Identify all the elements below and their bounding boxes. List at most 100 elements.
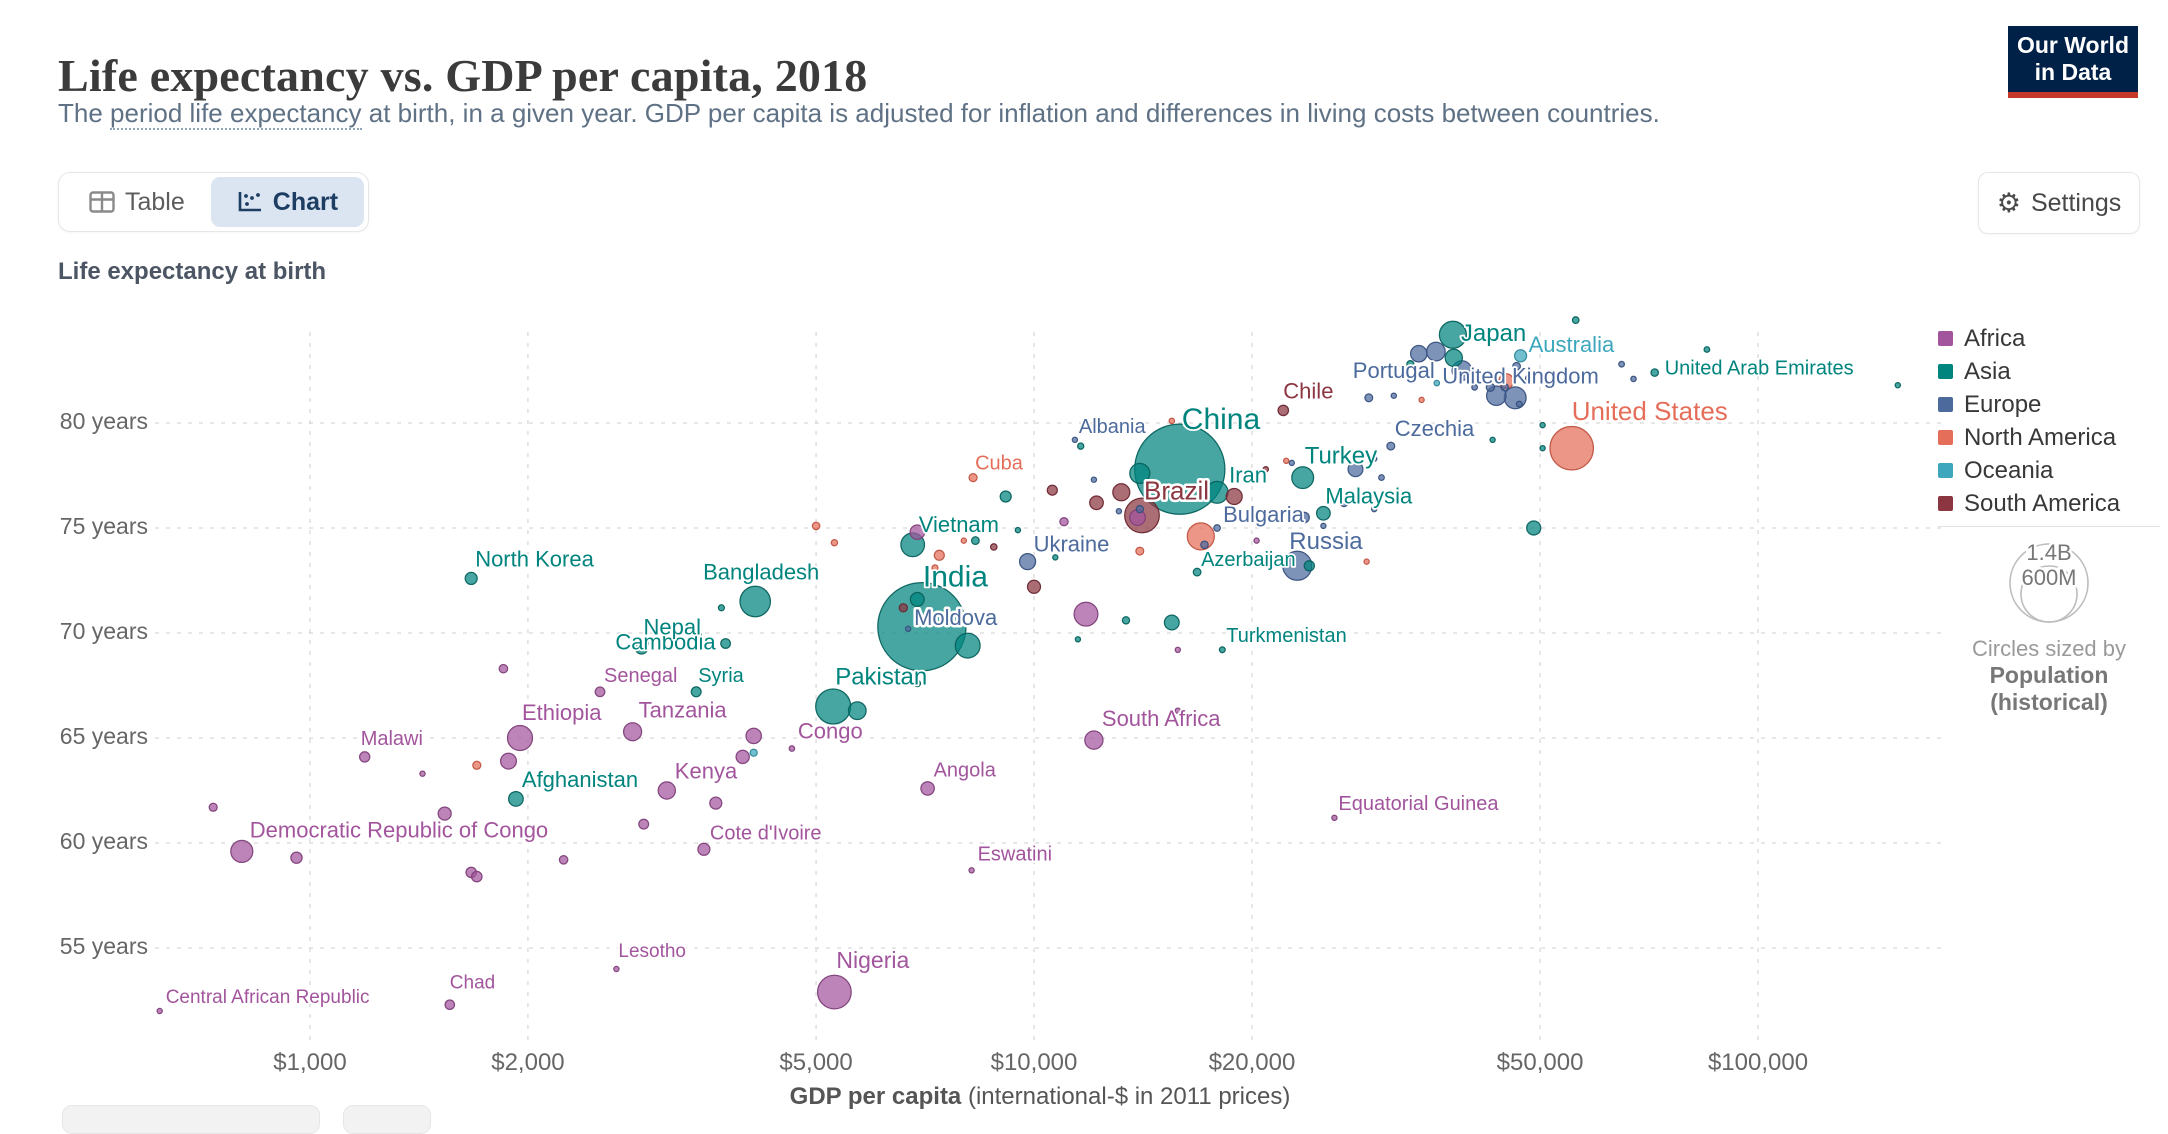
data-point[interactable] [717,604,726,612]
data-point[interactable] [1347,461,1364,478]
data-point[interactable] [1489,436,1496,444]
country-label-united-states[interactable]: United States [1570,394,1730,428]
data-point[interactable] [999,490,1012,503]
data-point[interactable] [1074,636,1082,643]
country-label-australia[interactable]: Australia [1527,330,1617,359]
data-point-azerbaijan[interactable] [1192,567,1202,577]
country-label-syria[interactable]: Syria [696,663,746,689]
legend-item-oceania[interactable]: Oceania [1938,454,2164,487]
country-label-pakistan[interactable]: Pakistan [833,662,929,693]
country-label-brazil[interactable]: Brazil [1142,473,1212,508]
data-point[interactable] [1168,417,1176,425]
data-point[interactable] [1579,343,1588,352]
data-point[interactable] [1370,505,1378,513]
data-point[interactable] [749,748,758,757]
country-label-iran[interactable]: Iran [1227,461,1268,490]
country-label-eswatini[interactable]: Eswatini [976,842,1054,868]
data-point[interactable] [1200,540,1209,550]
data-point-ukraine[interactable] [1018,552,1037,571]
timeline-control-cutoff[interactable] [62,1105,320,1134]
data-point[interactable] [709,796,723,810]
data-point[interactable] [1174,707,1182,714]
data-point-central-african-republic[interactable] [156,1007,163,1015]
subtitle-term-link[interactable]: period life expectancy [110,98,362,130]
settings-button[interactable]: ⚙ Settings [1978,172,2140,234]
data-point[interactable] [1433,379,1441,387]
data-point-united-arab-emirates[interactable] [1650,368,1660,377]
data-point-cote-d-ivoire[interactable] [697,842,711,856]
data-point[interactable] [419,770,426,777]
data-point-democratic-republic-of-congo[interactable] [230,839,254,864]
country-label-turkmenistan[interactable]: Turkmenistan [1225,623,1349,649]
data-point[interactable] [898,603,909,613]
data-point-equatorial-guinea[interactable] [1331,814,1338,822]
data-point[interactable] [1526,520,1542,536]
data-point[interactable] [1288,459,1296,467]
data-point-senegal[interactable] [594,686,606,698]
data-point-north-korea[interactable] [464,571,478,586]
data-point-ethiopia[interactable] [506,724,534,752]
country-label-kenya[interactable]: Kenya [673,757,740,786]
country-label-bangladesh[interactable]: Bangladesh [701,558,821,587]
country-label-czechia[interactable]: Czechia [1393,414,1477,443]
country-label-malaysia[interactable]: Malaysia [1324,482,1415,511]
data-point-malawi[interactable] [358,751,371,763]
country-label-north-korea[interactable]: North Korea [473,545,596,574]
data-point[interactable] [1539,421,1546,429]
data-point[interactable] [1303,560,1316,572]
country-label-india[interactable]: India [921,559,990,596]
data-point[interactable] [1089,495,1104,511]
country-label-angola[interactable]: Angola [932,758,999,784]
legend-item-north-america[interactable]: North America [1938,421,2164,454]
data-point[interactable] [1390,392,1398,399]
data-point-congo[interactable] [788,745,796,752]
data-point[interactable] [735,749,750,765]
data-point-cuba[interactable] [968,472,978,483]
legend-item-europe[interactable]: Europe [1938,388,2164,421]
data-point[interactable] [1471,383,1479,391]
data-point[interactable] [1409,344,1428,363]
country-label-ukraine[interactable]: Ukraine [1032,530,1111,559]
country-label-azerbaijan[interactable]: Azerbaijan [1199,547,1297,573]
data-point[interactable] [1406,359,1415,369]
tab-chart[interactable]: Chart [210,177,365,227]
country-label-united-kingdom[interactable]: United Kingdom [1441,362,1601,391]
data-point[interactable] [1515,400,1523,408]
legend-item-asia[interactable]: Asia [1938,355,2164,388]
data-point[interactable] [1073,601,1099,627]
data-point[interactable] [1320,522,1327,530]
data-point-lesotho[interactable] [613,965,620,973]
country-label-moldova[interactable]: Moldova [912,602,1001,632]
data-point[interactable] [1112,483,1131,502]
data-point[interactable] [931,564,939,572]
data-point[interactable] [1262,465,1270,473]
data-point-chad[interactable] [444,999,456,1011]
data-point[interactable] [1174,646,1182,654]
data-point[interactable] [1225,487,1243,506]
data-point-bulgaria[interactable] [1213,524,1221,532]
data-point[interactable] [847,701,867,721]
data-point[interactable] [1524,373,1537,385]
data-point[interactable] [1703,346,1711,353]
data-point-south-africa[interactable] [1084,730,1104,750]
data-point[interactable] [1444,348,1464,368]
data-point[interactable] [989,543,998,551]
data-point[interactable] [594,713,602,721]
data-point[interactable] [1512,361,1522,371]
data-point[interactable] [1115,507,1123,515]
data-point[interactable] [1135,504,1145,514]
data-point[interactable] [1370,455,1378,462]
data-point-afghanistan[interactable] [507,790,524,807]
country-label-equatorial-guinea[interactable]: Equatorial Guinea [1337,791,1501,817]
data-point-eswatini[interactable] [968,867,975,874]
data-point-tanzania[interactable] [622,722,643,742]
data-point[interactable] [1500,383,1510,392]
data-point[interactable] [913,679,922,688]
country-label-tanzania[interactable]: Tanzania [637,696,729,725]
country-label-bulgaria[interactable]: Bulgaria [1221,500,1306,529]
owid-logo[interactable]: Our World in Data [2008,26,2138,98]
country-label-central-african-republic[interactable]: Central African Republic [164,985,371,1010]
data-point-malaysia[interactable] [1315,505,1331,521]
data-point-cambodia[interactable] [720,638,732,649]
